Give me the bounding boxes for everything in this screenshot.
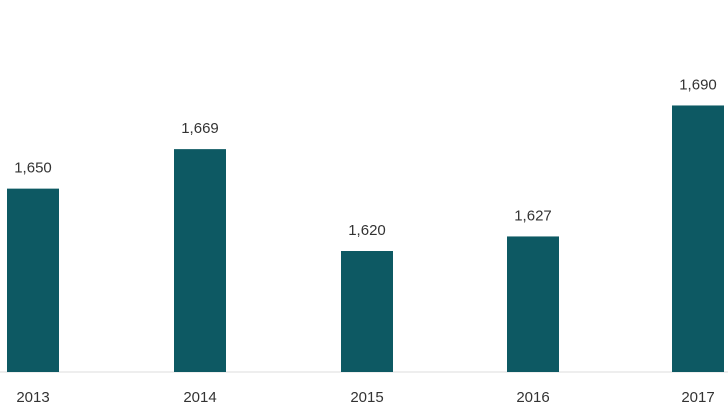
x-tick-label-2013: 2013 — [16, 389, 49, 406]
value-labels-group: 1,650 1,669 1,620 1,627 1,690 — [14, 76, 717, 239]
value-label-2014: 1,669 — [181, 120, 219, 137]
x-tick-label-2016: 2016 — [516, 389, 549, 406]
bar-2017 — [672, 105, 724, 372]
value-label-2017: 1,690 — [679, 76, 717, 93]
bar-2015 — [341, 251, 393, 372]
value-label-2016: 1,627 — [514, 207, 552, 224]
bar-2016 — [507, 236, 559, 372]
x-tick-label-2014: 2014 — [183, 389, 216, 406]
x-tick-label-2015: 2015 — [350, 389, 383, 406]
bars-group — [7, 105, 724, 372]
value-label-2015: 1,620 — [348, 222, 386, 239]
x-tick-label-2017: 2017 — [681, 389, 714, 406]
bar-2014 — [174, 149, 226, 372]
x-tick-labels-group: 2013 2014 2015 2016 2017 — [16, 389, 714, 406]
bar-2013 — [7, 188, 59, 372]
value-label-2013: 1,650 — [14, 160, 52, 177]
